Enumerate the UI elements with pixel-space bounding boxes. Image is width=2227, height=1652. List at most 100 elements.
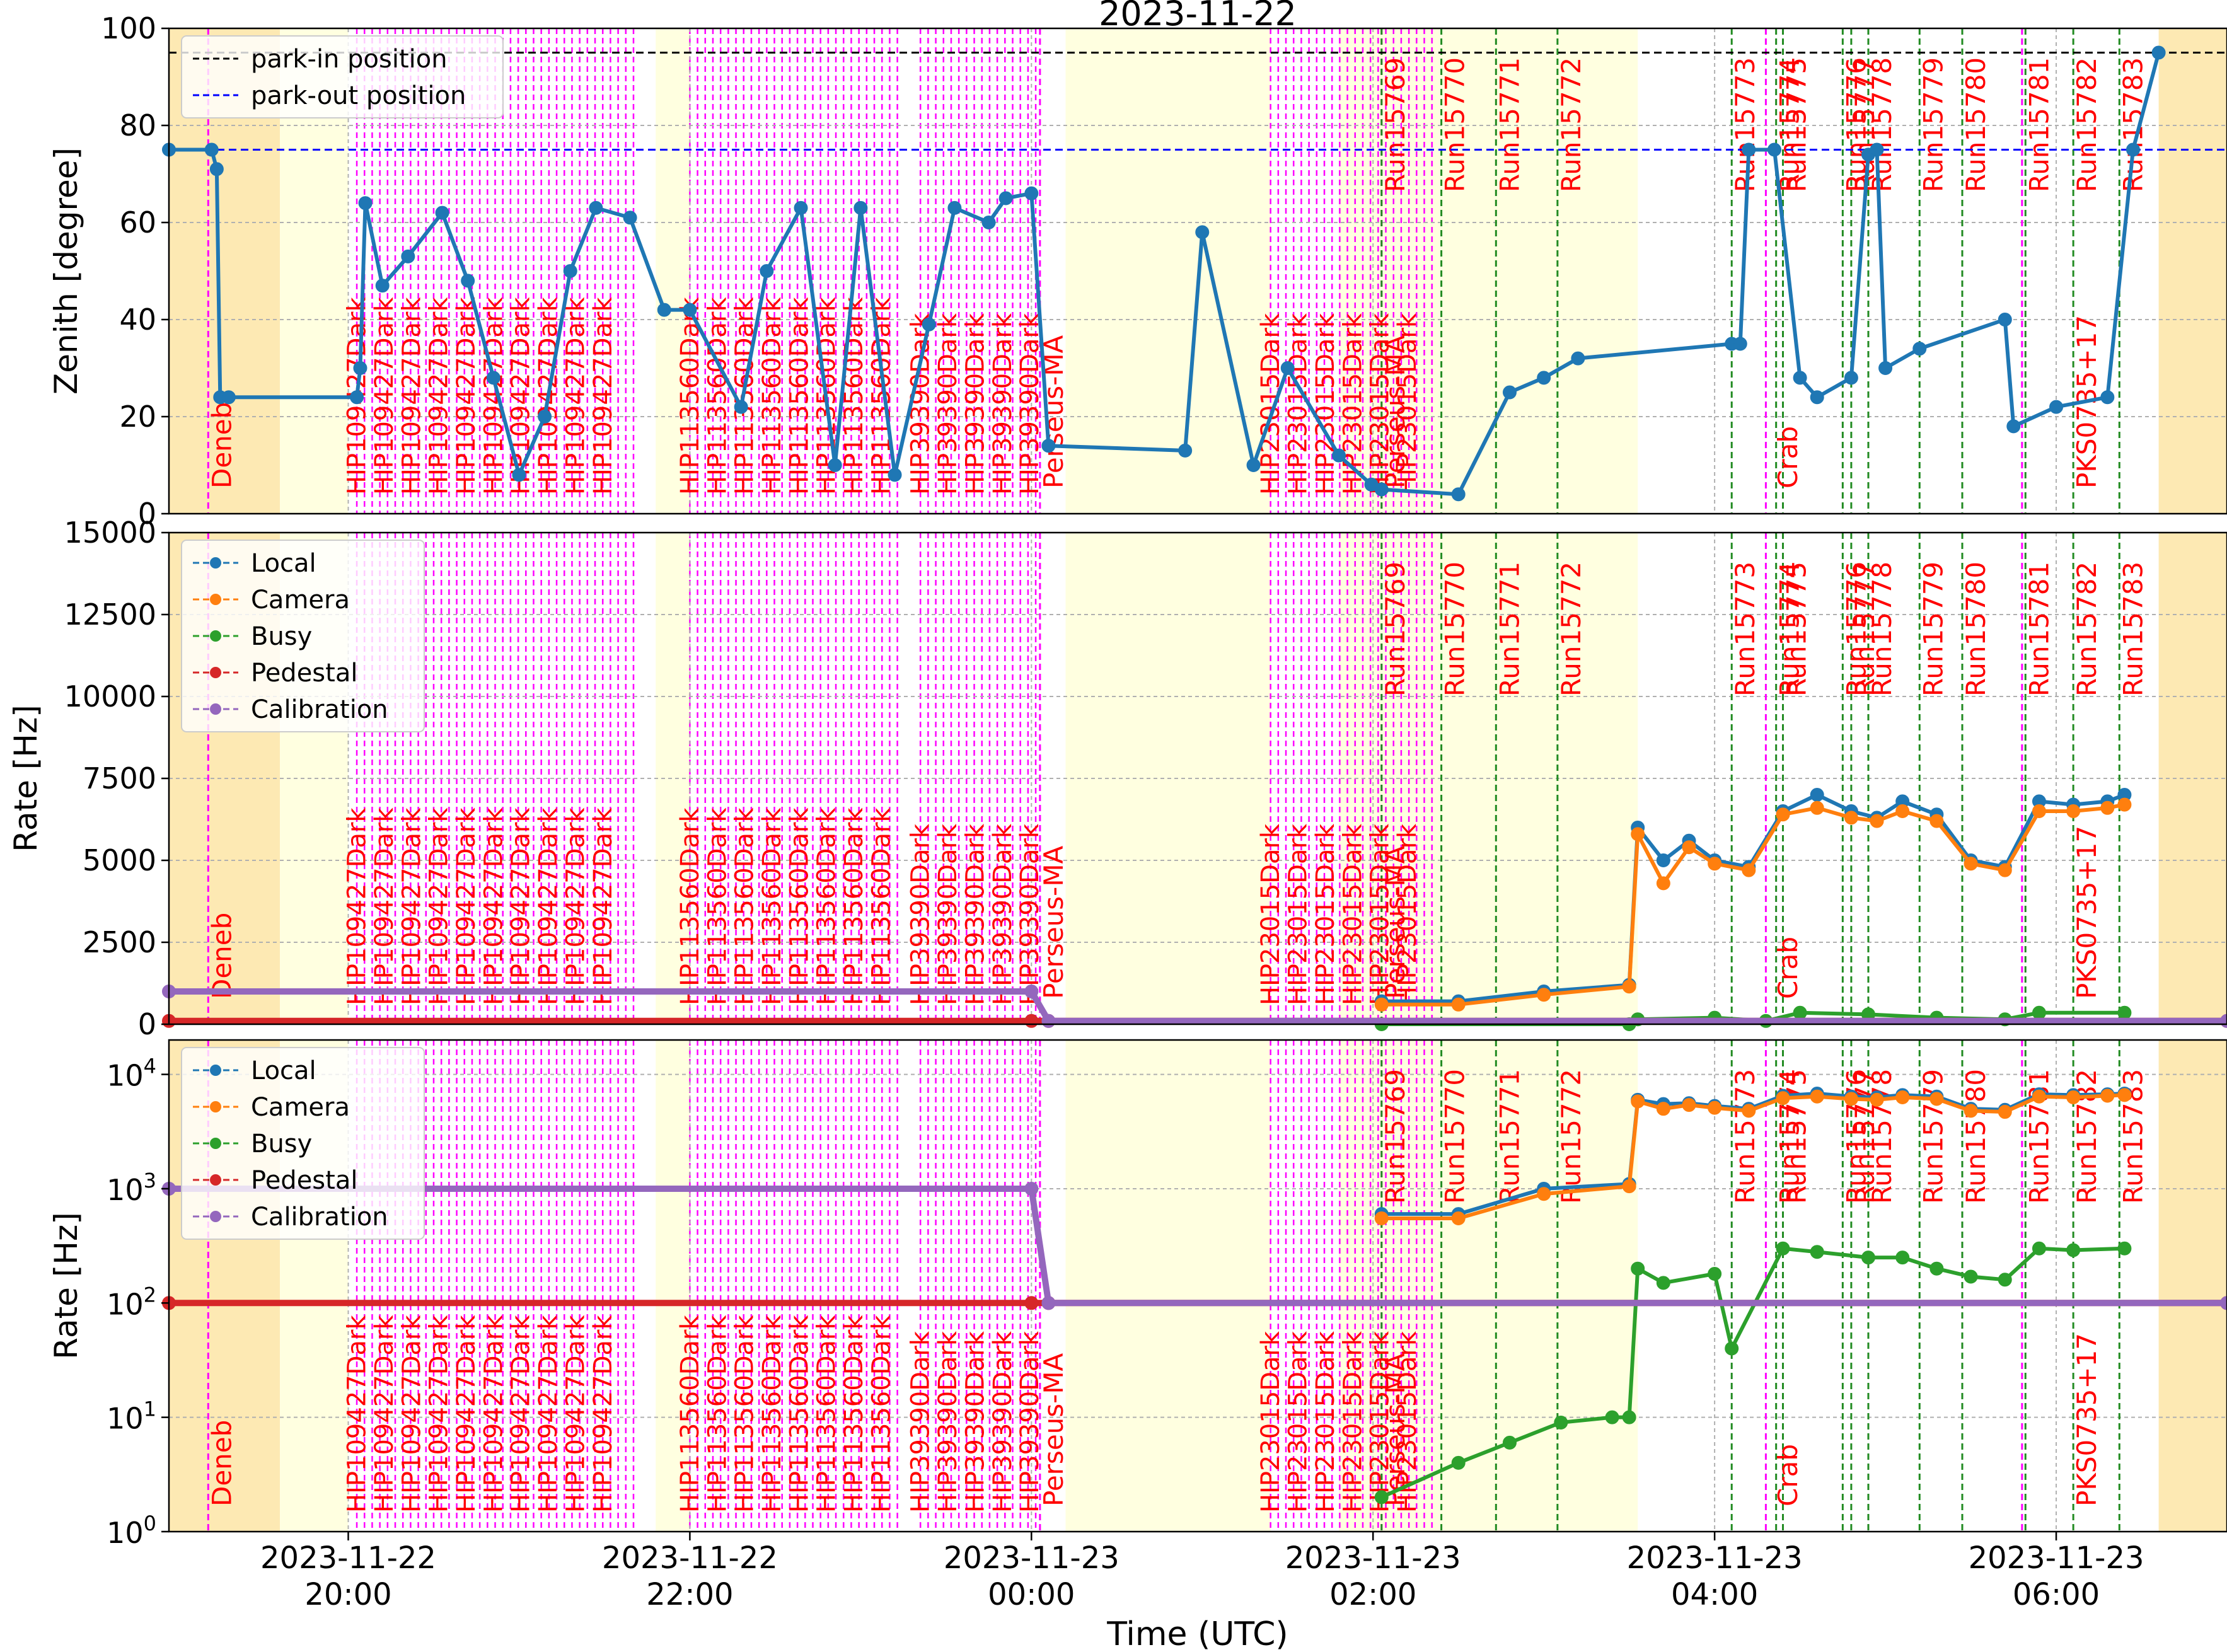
series-point bbox=[1998, 1273, 2012, 1287]
run-label: Run15778 bbox=[1866, 1069, 1897, 1204]
run-label: Run15780 bbox=[1960, 1069, 1991, 1204]
series-point bbox=[734, 400, 748, 414]
series-point bbox=[435, 205, 449, 220]
series-point bbox=[2066, 1090, 2081, 1104]
legend-box bbox=[181, 540, 425, 732]
series-point bbox=[1622, 979, 1636, 994]
series-point bbox=[1280, 361, 1295, 375]
dark-label: HIP39390Dark bbox=[906, 1331, 935, 1513]
run-label: Run15772 bbox=[1556, 57, 1587, 192]
series-point bbox=[538, 410, 552, 424]
dark-label: HIP23015Dark bbox=[1311, 313, 1340, 495]
series-point bbox=[888, 468, 902, 482]
dark-label: HIP109427Dark bbox=[397, 807, 426, 1005]
series-point bbox=[1682, 1098, 1696, 1112]
panel-frame bbox=[168, 27, 2227, 515]
run-label: Run15770 bbox=[1440, 562, 1471, 696]
series-point bbox=[1810, 390, 1824, 405]
run-label: Run15769 bbox=[1380, 57, 1411, 192]
twilight-band bbox=[2158, 1040, 2227, 1532]
series-point bbox=[1374, 1490, 1389, 1505]
series-point bbox=[1708, 1100, 1722, 1115]
y-tick-label: 15000 bbox=[64, 516, 156, 550]
series-point bbox=[1776, 1241, 1790, 1256]
series-point bbox=[1451, 1211, 1466, 1226]
dark-label: HIP109427Dark bbox=[589, 807, 618, 1005]
run-label: Run15773 bbox=[1730, 562, 1761, 696]
dark-label: HIP109427Dark bbox=[343, 807, 372, 1005]
x-tick-label-time: 20:00 bbox=[304, 1577, 391, 1612]
series-point bbox=[1502, 385, 1517, 400]
dark-label: HIP39390Dark bbox=[988, 1331, 1017, 1513]
dark-label: HIP109427Dark bbox=[397, 297, 426, 495]
series-point bbox=[1622, 1410, 1636, 1424]
series-point bbox=[1656, 853, 1670, 867]
time-axis: 2023-11-2220:002023-11-2222:002023-11-23… bbox=[260, 1532, 2144, 1612]
series-point bbox=[1605, 1410, 1619, 1424]
series-point bbox=[2220, 1296, 2227, 1310]
dark-label: HIP113560Dark bbox=[867, 807, 896, 1005]
legend-box bbox=[181, 1047, 425, 1240]
dark-label: HIP113560Dark bbox=[676, 807, 705, 1005]
dark-label: HIP113560Dark bbox=[785, 807, 814, 1005]
series-point bbox=[1024, 1181, 1039, 1196]
x-tick-label-date: 2023-11-23 bbox=[1627, 1540, 1803, 1576]
series-point bbox=[1998, 313, 2012, 326]
series-point bbox=[1451, 997, 1466, 1012]
series-point bbox=[1571, 351, 1585, 366]
series-point bbox=[1742, 142, 1756, 157]
series-point bbox=[947, 200, 962, 215]
night-band bbox=[656, 1040, 690, 1532]
run-label: Run15776 bbox=[1841, 1069, 1871, 1204]
series-point bbox=[1656, 876, 1670, 891]
source-label: Deneb bbox=[206, 913, 237, 999]
series-point bbox=[1708, 1267, 1722, 1281]
run-label: Run15780 bbox=[1960, 57, 1991, 192]
series-point bbox=[2126, 142, 2140, 157]
dark-label: HIP109427Dark bbox=[425, 1315, 454, 1513]
x-tick-label-time: 06:00 bbox=[2013, 1577, 2100, 1612]
run-label: Run15781 bbox=[2023, 562, 2054, 696]
dark-label: HIP39390Dark bbox=[961, 1331, 990, 1513]
dark-label: HIP23015Dark bbox=[1393, 313, 1422, 495]
series-point bbox=[1246, 458, 1261, 472]
series-point bbox=[350, 390, 364, 405]
legend-entry: Pedestal bbox=[251, 1166, 357, 1195]
source-label: Crab bbox=[1773, 937, 1803, 999]
run-label: Run15773 bbox=[1730, 1069, 1761, 1204]
series-point bbox=[1810, 788, 1824, 802]
legend-entry: Busy bbox=[251, 622, 312, 651]
series-point bbox=[1844, 1092, 1858, 1106]
series-point bbox=[1810, 800, 1824, 815]
series-point bbox=[1964, 1269, 1978, 1284]
series-point bbox=[1041, 1014, 1056, 1028]
dark-label: HIP113560Dark bbox=[758, 297, 787, 495]
series-point bbox=[657, 303, 671, 317]
dark-label: HIP113560Dark bbox=[867, 1315, 896, 1513]
legend-entry: Local bbox=[251, 1056, 316, 1085]
source-label: Perseus-MA bbox=[1380, 845, 1411, 999]
y-tick-label: 10000 bbox=[64, 679, 156, 713]
run-label: Run15778 bbox=[1866, 562, 1897, 696]
x-tick-label-date: 2023-11-22 bbox=[260, 1540, 436, 1576]
dark-label: HIP39390Dark bbox=[934, 823, 963, 1005]
series-point bbox=[2066, 804, 2081, 818]
series-point bbox=[204, 142, 219, 157]
series-point bbox=[512, 468, 526, 482]
legend-marker bbox=[210, 1211, 221, 1222]
series-point bbox=[1024, 1014, 1039, 1028]
series-point bbox=[2100, 1089, 2115, 1103]
series-point bbox=[1929, 1092, 1944, 1106]
series-point bbox=[589, 200, 603, 215]
series-line bbox=[169, 1185, 2227, 1307]
series-point bbox=[1878, 361, 1893, 375]
series-point bbox=[2049, 400, 2064, 414]
dark-label: HIP39390Dark bbox=[988, 823, 1017, 1005]
dark-label: HIP109427Dark bbox=[479, 807, 508, 1005]
run-label: Run15783 bbox=[2117, 562, 2148, 696]
legend-entry: park-out position bbox=[251, 81, 466, 110]
y-tick-label: 100 bbox=[101, 11, 156, 45]
series-point bbox=[2032, 1089, 2046, 1104]
source-label: Crab bbox=[1773, 1444, 1803, 1506]
